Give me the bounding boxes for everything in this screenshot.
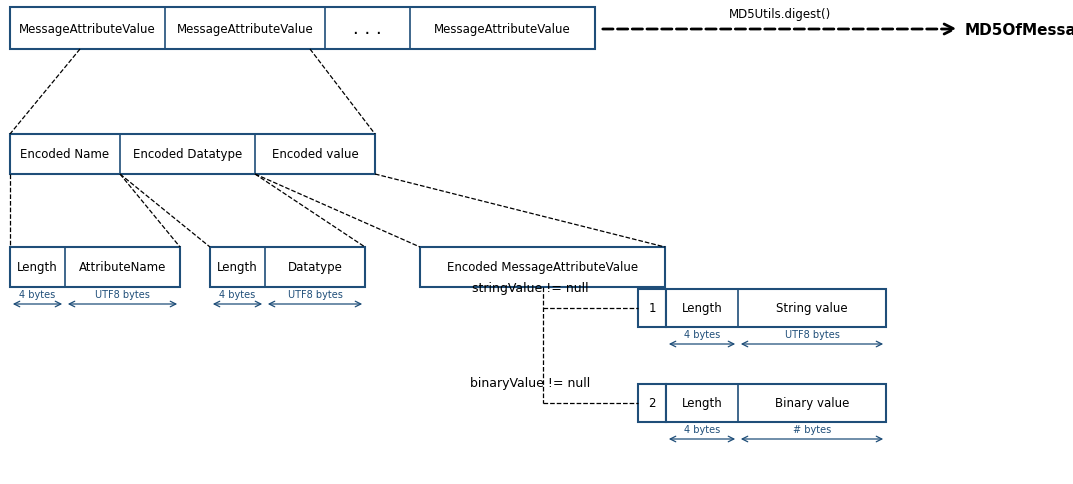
Text: 4 bytes: 4 bytes (219, 289, 255, 300)
Text: AttributeName: AttributeName (78, 261, 166, 274)
Text: UTF8 bytes: UTF8 bytes (784, 329, 839, 339)
Bar (10, 247, 180, 287)
Text: Length: Length (681, 302, 722, 315)
Text: 4 bytes: 4 bytes (684, 329, 720, 339)
Text: String value: String value (776, 302, 848, 315)
Bar (638, 384, 666, 422)
Text: 4 bytes: 4 bytes (684, 424, 720, 434)
Text: MD5Utils.digest(): MD5Utils.digest() (729, 8, 832, 21)
Text: UTF8 bytes: UTF8 bytes (288, 289, 342, 300)
Bar (10, 8, 596, 50)
Text: Length: Length (217, 261, 258, 274)
Bar (666, 289, 886, 327)
Bar (210, 247, 365, 287)
Text: Encoded Datatype: Encoded Datatype (133, 148, 242, 161)
Text: Encoded Name: Encoded Name (20, 148, 109, 161)
Bar (666, 384, 886, 422)
Text: Encoded value: Encoded value (271, 148, 358, 161)
Text: 4 bytes: 4 bytes (19, 289, 56, 300)
Text: Encoded MessageAttributeValue: Encoded MessageAttributeValue (447, 261, 638, 274)
Bar (638, 289, 666, 327)
Text: # bytes: # bytes (793, 424, 832, 434)
Bar (420, 247, 665, 287)
Text: Length: Length (681, 397, 722, 409)
Text: stringValue != null: stringValue != null (472, 281, 588, 294)
Text: Binary value: Binary value (775, 397, 849, 409)
Text: Datatype: Datatype (288, 261, 342, 274)
Bar (10, 135, 374, 175)
Text: 1: 1 (648, 302, 656, 315)
Text: MessageAttributeValue: MessageAttributeValue (19, 22, 156, 35)
Text: MessageAttributeValue: MessageAttributeValue (435, 22, 571, 35)
Text: 2: 2 (648, 397, 656, 409)
Text: . . .: . . . (353, 20, 382, 38)
Text: MD5OfMessageAttributes: MD5OfMessageAttributes (965, 22, 1073, 37)
Text: UTF8 bytes: UTF8 bytes (95, 289, 150, 300)
Text: binaryValue != null: binaryValue != null (470, 376, 590, 389)
Text: Length: Length (17, 261, 58, 274)
Text: MessageAttributeValue: MessageAttributeValue (177, 22, 313, 35)
